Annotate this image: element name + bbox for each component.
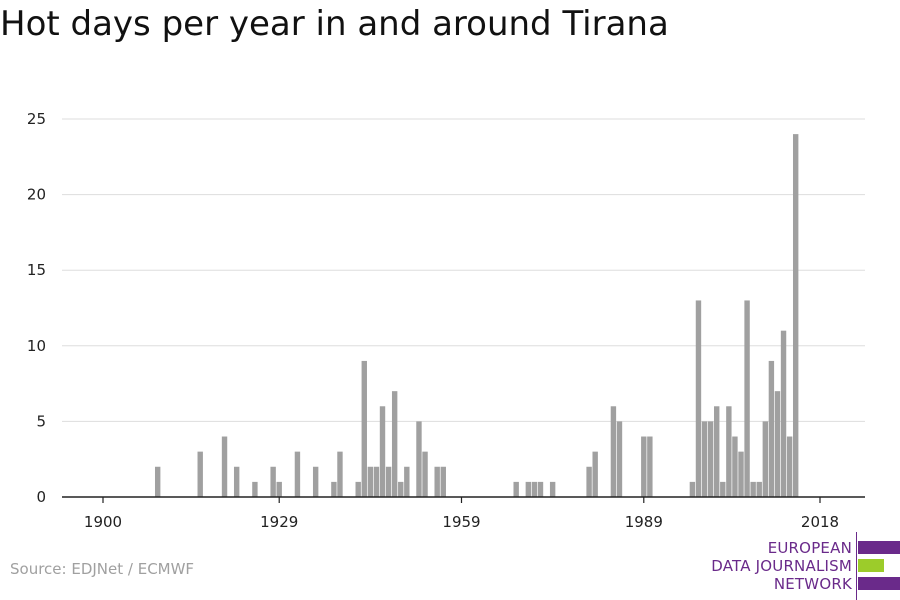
bar-1953: [422, 451, 428, 497]
bar-2000: [707, 421, 714, 497]
x-tick-label-1959: 1959: [442, 513, 480, 531]
bar-1985: [616, 421, 623, 497]
bar-2014: [792, 134, 799, 497]
bar-1970: [525, 481, 532, 497]
chart-title: Hot days per year in and around Tirana: [0, 4, 669, 44]
logo-line-2: DATA JOURNALISM: [711, 557, 852, 575]
bar-1946: [379, 406, 386, 497]
bar-2012: [780, 330, 787, 497]
x-tick-label-1929: 1929: [260, 513, 298, 531]
bar-1990: [647, 436, 653, 497]
bar-1938: [331, 481, 337, 497]
bar-2007: [750, 481, 756, 497]
logo-bar-bottom: [858, 577, 900, 590]
bar-1947: [385, 466, 392, 497]
bar-2010: [768, 360, 775, 497]
bar-2011: [774, 391, 781, 497]
bar-1974: [549, 481, 556, 497]
bar-1916: [197, 451, 203, 497]
bar-1968: [513, 481, 519, 497]
bar-1939: [337, 451, 343, 497]
y-tick-label-25: 25: [27, 110, 46, 128]
bar-2008: [756, 481, 762, 497]
y-tick-label-10: 10: [27, 337, 46, 355]
logo-line-1: EUROPEAN: [767, 539, 852, 557]
y-tick-label-20: 20: [27, 186, 46, 204]
bar-2009: [762, 421, 769, 497]
bar-1925: [252, 481, 258, 497]
x-axis-ticks: 1900 1929 1959 1989 2018: [84, 497, 839, 531]
y-tick-label-0: 0: [36, 488, 46, 506]
bar-1928: [270, 466, 276, 497]
bar-1956: [440, 466, 446, 497]
logo-line-3: NETWORK: [773, 575, 852, 593]
bar-1945: [373, 466, 380, 497]
bar-1944: [367, 466, 374, 497]
bar-2004: [732, 436, 738, 497]
bar-1935: [312, 466, 319, 497]
bar-1971: [531, 481, 538, 497]
x-tick-label-1989: 1989: [625, 513, 663, 531]
bar-1998: [695, 300, 702, 497]
y-axis-ticks: 0 5 10 15 20 25: [27, 110, 46, 506]
bar-1922: [233, 466, 240, 497]
bar-2006: [744, 300, 750, 497]
bar-1920: [221, 436, 228, 497]
bar-1955: [434, 466, 440, 497]
bar-2003: [726, 406, 732, 497]
bar-2001: [714, 406, 720, 497]
bar-2002: [720, 481, 726, 497]
bar-1981: [592, 451, 598, 497]
logo-bar-middle: [858, 559, 884, 572]
bar-1997: [689, 481, 696, 497]
bars: [154, 134, 799, 497]
bar-1999: [701, 421, 708, 497]
bar-2013: [786, 436, 793, 497]
bar-1980: [586, 466, 592, 497]
y-tick-label-15: 15: [27, 261, 46, 279]
bar-1909: [154, 466, 161, 497]
bar-1949: [398, 481, 404, 497]
bar-1942: [355, 481, 361, 497]
bar-1952: [416, 421, 422, 497]
bar-1950: [404, 466, 410, 497]
bar-1948: [391, 391, 398, 497]
x-tick-label-2018: 2018: [801, 513, 839, 531]
bar-1929: [276, 481, 282, 497]
source-note: Source: EDJNet / ECMWF: [10, 560, 195, 578]
logo-divider: [856, 532, 857, 600]
y-tick-label-5: 5: [36, 412, 46, 430]
bar-1989: [641, 436, 647, 497]
logo-bar-top: [858, 541, 900, 554]
bar-1932: [294, 451, 301, 497]
bar-1984: [610, 406, 617, 497]
x-tick-label-1900: 1900: [84, 513, 122, 531]
bar-1972: [537, 481, 544, 497]
edjnet-logo: EUROPEAN DATA JOURNALISM NETWORK: [700, 532, 900, 600]
bar-1943: [361, 360, 367, 497]
bar-2005: [738, 451, 744, 497]
